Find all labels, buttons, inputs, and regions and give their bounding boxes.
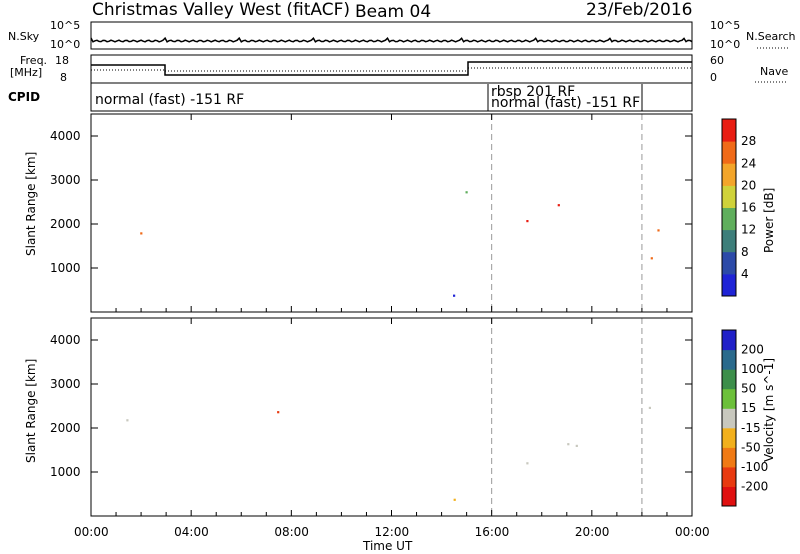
nave-label: Nave bbox=[760, 65, 788, 78]
nsearch-tick-high: 10^5 bbox=[710, 19, 740, 32]
x-tick-label: 04:00 bbox=[174, 525, 209, 539]
nsearch-label: N.Search bbox=[746, 30, 796, 43]
colorbar-tick: 28 bbox=[741, 134, 756, 148]
freq-label-1: Freq. bbox=[20, 54, 47, 67]
freq-trace bbox=[91, 61, 692, 76]
x-tick-label: 12:00 bbox=[375, 525, 410, 539]
colorbar-swatch bbox=[722, 330, 736, 351]
velocity-data bbox=[126, 318, 651, 516]
x-tick-label: 00:00 bbox=[675, 525, 710, 539]
x-tick-label: 16:00 bbox=[475, 525, 510, 539]
nsky-tick-high: 10^5 bbox=[50, 19, 80, 32]
x-tick-label: 20:00 bbox=[575, 525, 610, 539]
colorbar-tick: 8 bbox=[741, 245, 749, 259]
colorbar-swatch bbox=[722, 408, 736, 429]
colorbar-tick: 50 bbox=[741, 382, 756, 396]
y-tick-label: 2000 bbox=[50, 421, 81, 435]
nsearch-tick-low: 10^0 bbox=[710, 38, 740, 51]
colorbar-swatch bbox=[722, 163, 736, 186]
y-tick-label: 3000 bbox=[50, 173, 81, 187]
velocity-ylabel: Slant Range [km] bbox=[24, 359, 38, 463]
colorbar-tick: 24 bbox=[741, 156, 756, 170]
freq-tick-low: 8 bbox=[60, 71, 67, 84]
power-data bbox=[140, 114, 660, 312]
y-tick-label: 4000 bbox=[50, 333, 81, 347]
beam-label: Beam 04 bbox=[355, 2, 431, 22]
date-label: 23/Feb/2016 bbox=[586, 0, 692, 20]
power-colorbar: 4 8 12 16 20 24 28 bbox=[721, 118, 756, 297]
colorbar-swatch bbox=[722, 141, 736, 164]
colorbar-tick: 200 bbox=[741, 343, 764, 357]
power-ylabel: Slant Range [km] bbox=[24, 152, 38, 256]
colorbar-tick: 4 bbox=[741, 267, 749, 281]
colorbar-swatch bbox=[722, 447, 736, 468]
cpid-entry-1: normal (fast) -151 RF bbox=[95, 92, 244, 108]
power-panel: Slant Range [km] 1000 2000 3000 4000 bbox=[24, 113, 693, 313]
y-tick-label: 3000 bbox=[50, 377, 81, 391]
cpid-entry-3: normal (fast) -151 RF bbox=[491, 95, 640, 111]
y-tick-label: 1000 bbox=[50, 465, 81, 479]
colorbar-swatch bbox=[722, 466, 736, 487]
cpid-entry-2: rbsp 201 RF bbox=[491, 84, 575, 100]
cpid-label: CPID bbox=[8, 90, 40, 104]
colorbar-tick: 100 bbox=[741, 362, 764, 376]
colorbar-tick: 15 bbox=[741, 401, 756, 415]
colorbar-swatch bbox=[722, 273, 736, 297]
nave-tick-high: 60 bbox=[710, 54, 724, 67]
colorbar-swatch bbox=[722, 369, 736, 390]
freq-tick-high: 18 bbox=[55, 54, 69, 67]
y-tick-label: 2000 bbox=[50, 217, 81, 231]
colorbar-swatch bbox=[722, 388, 736, 409]
colorbar-tick: -200 bbox=[741, 479, 768, 493]
power-colorbar-label: Power [dB] bbox=[762, 188, 776, 253]
colorbar-swatch bbox=[722, 427, 736, 448]
nsky-trace bbox=[90, 36, 693, 43]
nsky-panel: N.Sky 10^5 10^0 10^5 10^0 N.Search bbox=[8, 19, 796, 51]
colorbar-tick: 16 bbox=[741, 201, 756, 215]
x-axis-label: Time UT bbox=[362, 539, 413, 553]
colorbar-swatch bbox=[722, 251, 736, 275]
colorbar-tick: -15 bbox=[741, 421, 761, 435]
colorbar-tick: 20 bbox=[741, 178, 756, 192]
velocity-yticks: 1000 2000 3000 4000 bbox=[50, 333, 692, 479]
velocity-colorbar-label: Velocity [m s^-1] bbox=[762, 358, 776, 462]
colorbar-swatch bbox=[722, 486, 736, 507]
station-title: Christmas Valley West (fitACF) bbox=[92, 0, 350, 20]
cpid-panel: CPID normal (fast) -151 RF rbsp 201 RF n… bbox=[8, 82, 693, 112]
nsky-tick-low: 10^0 bbox=[50, 38, 80, 51]
power-yticks: 1000 2000 3000 4000 bbox=[50, 129, 692, 275]
freq-label-2: [MHz] bbox=[10, 66, 42, 79]
colorbar-tick: 12 bbox=[741, 223, 756, 237]
nave-tick-low: 0 bbox=[710, 71, 717, 84]
velocity-panel: Slant Range [km] 1000 2000 3000 4000 bbox=[24, 317, 693, 517]
colorbar-tick: -100 bbox=[741, 460, 768, 474]
y-tick-label: 1000 bbox=[50, 261, 81, 275]
x-axis-ticks: 00:00 04:00 08:00 12:00 16:00 20:00 00:00 bbox=[74, 114, 710, 539]
colorbar-swatch bbox=[722, 229, 736, 253]
x-tick-label: 00:00 bbox=[74, 525, 109, 539]
nave-trace bbox=[91, 67, 692, 72]
nsky-label: N.Sky bbox=[8, 30, 40, 43]
colorbar-swatch bbox=[722, 119, 736, 142]
colorbar-tick: -50 bbox=[741, 440, 761, 454]
colorbar-swatch bbox=[722, 185, 736, 208]
y-tick-label: 4000 bbox=[50, 129, 81, 143]
colorbar-swatch bbox=[722, 349, 736, 370]
freq-panel: Freq. [MHz] 18 8 60 0 Nave bbox=[10, 54, 788, 84]
colorbar-swatch bbox=[722, 207, 736, 231]
x-tick-label: 08:00 bbox=[274, 525, 309, 539]
velocity-colorbar: 200 100 50 15 -15 -50 -100 -200 bbox=[721, 329, 768, 507]
